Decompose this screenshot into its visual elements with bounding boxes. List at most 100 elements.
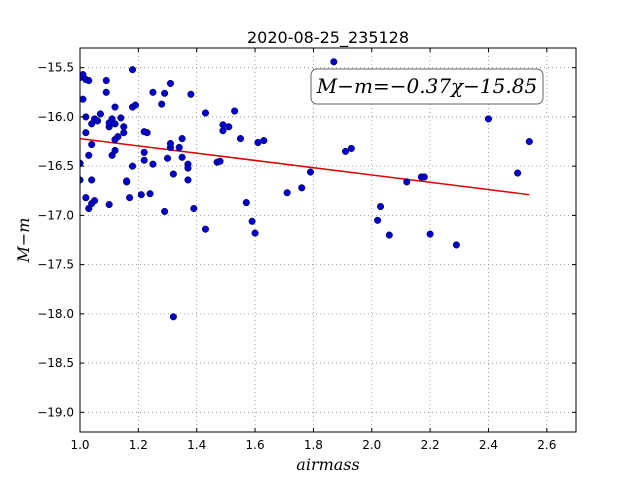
data-point (120, 123, 128, 131)
annotation-text: M−m=−0.37χ−15.85 (316, 74, 537, 98)
data-point (140, 156, 148, 164)
data-point (166, 139, 174, 148)
x-axis-ticks: 1.0 1.2 1.4 1.6 1.8 2.0 2.2 2.4 2.6 (70, 48, 556, 452)
data-point (525, 137, 533, 146)
data-point (236, 135, 245, 143)
data-point (187, 90, 195, 98)
data-point (420, 173, 428, 181)
data-point (341, 147, 350, 155)
data-point (225, 123, 233, 131)
data-point (131, 101, 139, 109)
data-point (140, 128, 148, 136)
data-point (178, 153, 186, 161)
y-axis-label: M−m (14, 218, 33, 264)
x-tick-label: 1.2 (129, 438, 148, 452)
x-tick-label: 1.8 (304, 438, 323, 452)
data-point (102, 76, 110, 85)
data-point (216, 157, 224, 165)
data-point (85, 76, 93, 85)
data-point (105, 201, 113, 209)
data-point (88, 140, 96, 149)
data-point (242, 199, 250, 207)
data-point (161, 207, 169, 215)
data-point (149, 160, 157, 168)
data-point (140, 148, 148, 156)
plot-frame (79, 47, 577, 433)
fit-line-group (80, 137, 530, 196)
data-point (91, 197, 99, 205)
x-tick-label: 2.6 (537, 438, 556, 452)
data-point (96, 110, 104, 118)
y-tick-label: −17.5 (37, 258, 74, 272)
data-point (82, 129, 90, 137)
data-point (283, 189, 291, 197)
fit-line (80, 137, 530, 196)
y-tick-label: −18.0 (37, 307, 74, 321)
x-tick-label: 2.4 (479, 438, 498, 452)
x-tick-label: 2.2 (421, 438, 440, 452)
data-point (80, 159, 84, 167)
annotation-box (310, 68, 544, 105)
data-point (514, 169, 522, 177)
data-point (169, 170, 177, 178)
data-point (169, 313, 177, 321)
y-tick-label: −16.0 (37, 110, 74, 124)
data-point (146, 190, 154, 198)
data-point (161, 89, 169, 97)
y-tick-label: −16.5 (37, 159, 74, 173)
data-point (330, 58, 338, 66)
data-point (149, 88, 157, 96)
data-point (111, 146, 119, 154)
data-point (85, 204, 93, 213)
data-point (385, 231, 393, 239)
data-point (184, 164, 192, 172)
x-axis-label: airmass (296, 455, 359, 474)
data-point (298, 184, 306, 192)
data-point (120, 129, 128, 137)
data-point (137, 191, 145, 199)
data-point (306, 168, 315, 176)
data-point (178, 135, 186, 143)
data-point (158, 100, 166, 108)
data-point (80, 176, 84, 184)
data-point (376, 202, 385, 211)
y-tick-label: −17.0 (37, 208, 74, 222)
data-point (166, 79, 174, 87)
data-point (219, 127, 227, 135)
data-point (123, 177, 131, 185)
data-point (248, 217, 256, 225)
data-point (85, 151, 93, 159)
data-point (251, 229, 259, 237)
data-point (128, 66, 137, 74)
data-point (201, 109, 210, 117)
data-point (111, 120, 119, 128)
data-point (403, 178, 411, 186)
grid (79, 48, 576, 432)
data-point (426, 230, 434, 238)
data-point (231, 107, 239, 115)
chart-title: 2020-08-25_235128 (247, 28, 409, 48)
x-tick-label: 1.0 (70, 438, 89, 452)
data-point (128, 162, 137, 170)
x-tick-label: 1.6 (246, 438, 265, 452)
data-point (93, 117, 102, 125)
data-point (80, 95, 87, 103)
data-point (175, 143, 183, 151)
data-point (184, 176, 192, 184)
x-tick-label: 1.4 (187, 438, 206, 452)
fit-annotation: M−m=−0.37χ−15.85 (310, 68, 544, 105)
data-point (484, 115, 493, 123)
data-point (82, 194, 90, 202)
data-point (111, 103, 119, 111)
data-point (126, 194, 134, 202)
data-point (374, 216, 382, 224)
data-point (102, 88, 110, 96)
data-point (190, 204, 198, 213)
data-point (260, 137, 268, 145)
y-tick-label: −19.0 (37, 405, 74, 419)
data-point (347, 144, 355, 152)
data-points (80, 58, 533, 321)
y-tick-label: −15.5 (37, 61, 74, 75)
data-point (201, 225, 210, 233)
